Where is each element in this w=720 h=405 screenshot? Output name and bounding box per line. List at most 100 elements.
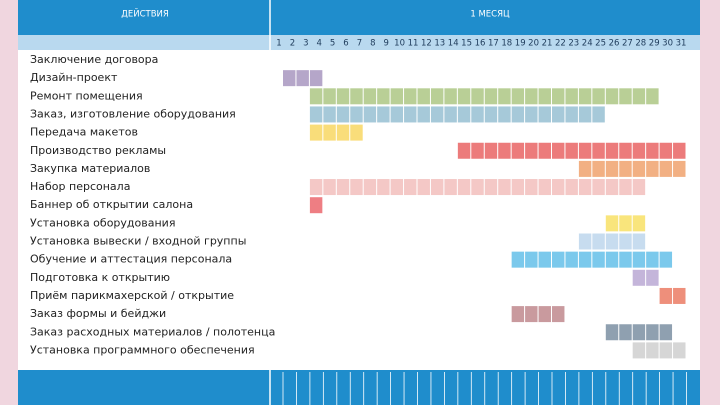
task-bar-cell: [404, 88, 417, 105]
task-bar-cell: [377, 88, 390, 105]
task-bar-cell: [552, 179, 565, 196]
task-bar-cell: [457, 106, 471, 123]
task-bar-cell: [578, 251, 592, 268]
day-label: 22: [555, 39, 566, 49]
task-bar-cell: [323, 179, 336, 196]
day-label: 29: [649, 39, 660, 49]
task-bar-cell: [632, 233, 646, 250]
task-bar-cell: [632, 179, 646, 196]
task-bar-cell: [619, 160, 632, 177]
task-bar-cell: [323, 124, 336, 141]
day-label: 13: [434, 39, 445, 49]
task-label: Передача макетов: [30, 126, 138, 139]
day-label: 12: [421, 39, 432, 49]
task-bar-cell: [350, 124, 363, 141]
task-bar-cell: [309, 106, 323, 123]
task-label: Ремонт помещения: [30, 89, 143, 102]
task-bar-cell: [323, 106, 336, 123]
task-bar-cell: [552, 142, 565, 159]
day-label: 17: [488, 39, 499, 49]
task-bar-cell: [552, 251, 565, 268]
task-bar-cell: [619, 88, 632, 105]
task-bar-cell: [404, 179, 417, 196]
day-label: 2: [290, 39, 295, 49]
task-bar-cell: [417, 88, 430, 105]
task-bar-cell: [605, 324, 619, 341]
task-bar-cell: [605, 142, 619, 159]
task-bar-cell: [484, 106, 498, 123]
task-bar-cell: [565, 142, 578, 159]
task-bar-cell: [552, 106, 565, 123]
day-label: 8: [370, 39, 375, 49]
task-bar-cell: [363, 106, 377, 123]
task-bar-cell: [417, 106, 430, 123]
footer-band: [18, 370, 700, 405]
task-bar-cell: [619, 142, 632, 159]
task-bar-cell: [336, 88, 350, 105]
task-bar-cell: [673, 160, 686, 177]
task-bar-cell: [538, 88, 551, 105]
task-bar-cell: [525, 106, 538, 123]
task-bar-cell: [646, 88, 659, 105]
task-bar-cell: [296, 70, 309, 87]
task-bar-cell: [484, 142, 498, 159]
task-bar-cell: [484, 88, 498, 105]
task-bar-cell: [673, 287, 686, 304]
task-bar-cell: [632, 251, 646, 268]
task-bar-cell: [525, 142, 538, 159]
task-label: Заказ формы и бейджи: [30, 307, 166, 320]
task-bar-cell: [538, 306, 551, 323]
day-label: 27: [622, 39, 633, 49]
task-bar-cell: [484, 179, 498, 196]
task-bar-cell: [632, 88, 646, 105]
day-label: 25: [595, 39, 606, 49]
task-bar-cell: [619, 215, 632, 232]
task-bar-cell: [605, 215, 619, 232]
task-bar-cell: [592, 233, 605, 250]
task-bar-cell: [430, 179, 444, 196]
day-label: 3: [303, 39, 308, 49]
task-bar-cell: [471, 106, 484, 123]
task-bar-cell: [565, 251, 578, 268]
day-label: 11: [408, 39, 419, 49]
task-bar-cell: [578, 179, 592, 196]
task-bar-cell: [430, 88, 444, 105]
day-label: 20: [528, 39, 539, 49]
task-bar-cell: [592, 106, 605, 123]
task-bar-cell: [498, 142, 511, 159]
task-bar-cell: [404, 106, 417, 123]
task-bar-cell: [525, 88, 538, 105]
day-label: 16: [475, 39, 486, 49]
task-bar-cell: [578, 88, 592, 105]
day-label: 23: [568, 39, 579, 49]
task-bar-cell: [309, 124, 323, 141]
task-bar-cell: [363, 179, 377, 196]
task-bar-cell: [659, 160, 673, 177]
task-bar-cell: [336, 124, 350, 141]
task-bar-cell: [605, 251, 619, 268]
task-bar-cell: [457, 142, 471, 159]
day-label: 26: [609, 39, 620, 49]
task-bar-cell: [632, 215, 646, 232]
task-bar-cell: [578, 233, 592, 250]
task-bar-cell: [565, 179, 578, 196]
task-label: Заключение договора: [30, 53, 158, 66]
task-bar-cell: [619, 179, 632, 196]
task-bar-cell: [350, 88, 363, 105]
task-bar-cell: [605, 88, 619, 105]
day-label: 30: [662, 39, 673, 49]
task-bar-cell: [605, 160, 619, 177]
task-bar-cell: [390, 179, 404, 196]
task-bar-cell: [592, 142, 605, 159]
task-bar-cell: [659, 251, 673, 268]
day-label: 6: [343, 39, 348, 49]
day-label: 10: [394, 39, 405, 49]
task-bar-cell: [632, 269, 646, 286]
task-bar-cell: [309, 88, 323, 105]
task-label: Заказ расходных материалов / полотенца: [30, 325, 275, 338]
day-label: 19: [515, 39, 526, 49]
task-bar-cell: [592, 160, 605, 177]
day-label: 21: [542, 39, 553, 49]
task-label: Производство рекламы: [30, 144, 166, 157]
